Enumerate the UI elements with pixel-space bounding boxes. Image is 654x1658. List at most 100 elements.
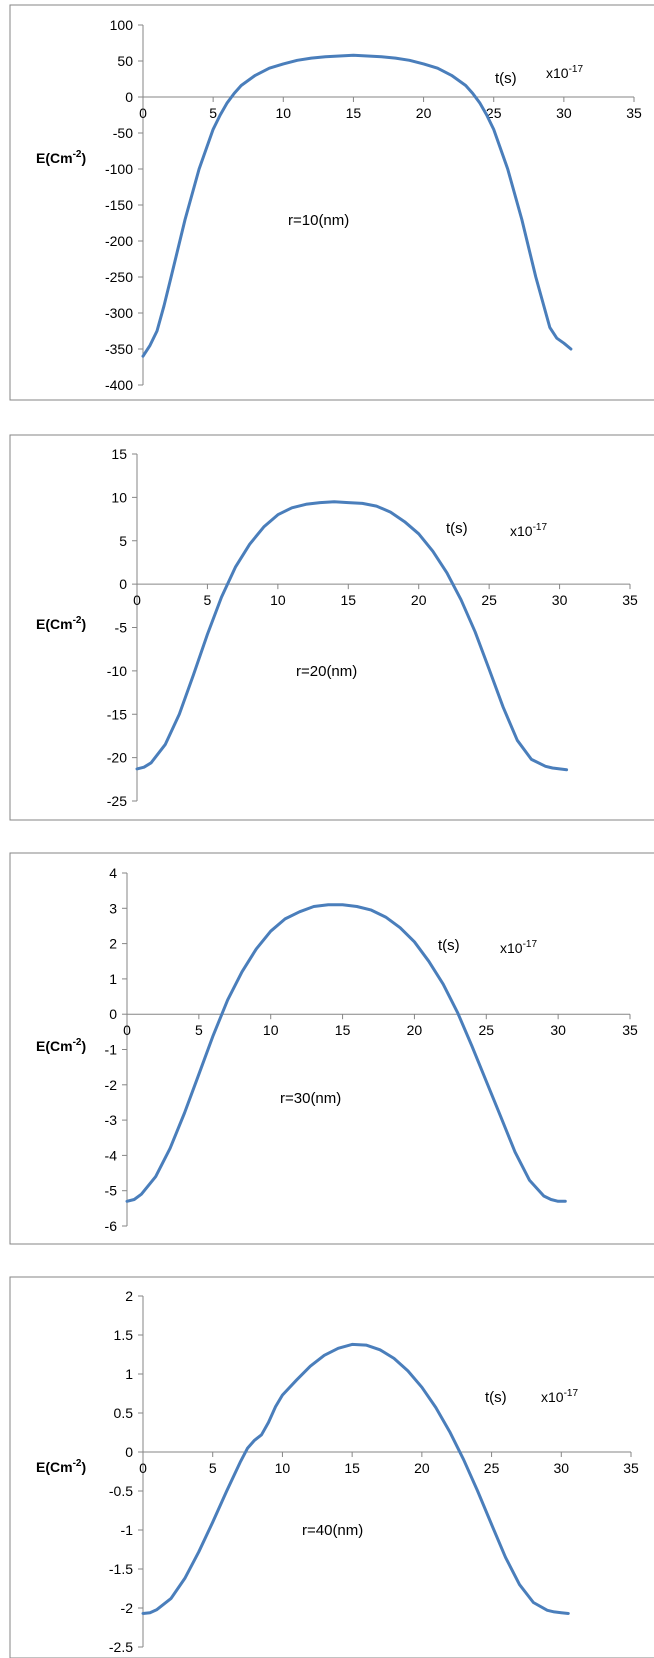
y-tick-label: -2 [105, 1077, 118, 1093]
y-tick-label: -1.5 [109, 1561, 133, 1577]
data-series-line [141, 53, 573, 358]
x-tick-label: 25 [478, 1022, 494, 1038]
data-series-line [125, 903, 567, 1203]
y-tick-label: -200 [105, 233, 133, 249]
y-tick-label: -10 [107, 663, 127, 679]
y-axis-label: E(Cm-2) [36, 1037, 86, 1054]
x-tick-label: 30 [556, 105, 572, 121]
y-tick-label: 5 [119, 533, 127, 549]
x-tick-label: 35 [626, 105, 642, 121]
x-tick-label: 25 [484, 1460, 500, 1476]
x-tick-label: 15 [344, 1460, 360, 1476]
y-tick-label: 100 [110, 17, 134, 33]
y-tick-label: 2 [109, 936, 117, 952]
y-tick-label: -1 [121, 1522, 134, 1538]
x-tick-label: 25 [486, 105, 502, 121]
radius-annotation: r=20(nm) [296, 663, 357, 680]
x-tick-label: 35 [622, 1022, 638, 1038]
y-tick-label: -25 [107, 793, 127, 809]
x-tick-label: 5 [209, 105, 217, 121]
x-axis-label: t(s) [438, 937, 460, 954]
y-tick-label: 10 [111, 489, 127, 505]
x-axis-label: t(s) [446, 520, 468, 537]
x-tick-label: 5 [209, 1460, 217, 1476]
data-series-line [141, 1342, 570, 1615]
x-tick-label: 0 [133, 592, 141, 608]
y-tick-label: 0 [109, 1006, 117, 1022]
x-tick-label: 20 [414, 1460, 430, 1476]
x-scale-label: x10-17 [510, 522, 547, 539]
x-tick-label: 25 [481, 592, 497, 608]
y-axis-label: E(Cm-2) [36, 1458, 86, 1475]
x-tick-label: 10 [275, 105, 291, 121]
y-tick-label: 15 [111, 446, 127, 462]
chart-frame [9, 852, 654, 1245]
y-tick-label: -50 [113, 125, 133, 141]
y-axis-label: E(Cm-2) [36, 149, 86, 166]
y-tick-label: -4 [105, 1147, 118, 1163]
x-scale-label: x10-17 [541, 1388, 578, 1405]
y-tick-label: -0.5 [109, 1483, 133, 1499]
y-tick-label: 0.5 [114, 1405, 134, 1421]
y-tick-label: 1 [109, 971, 117, 987]
x-tick-label: 20 [407, 1022, 423, 1038]
x-tick-label: 5 [204, 592, 212, 608]
x-tick-label: 30 [552, 592, 568, 608]
x-tick-label: 30 [553, 1460, 569, 1476]
x-tick-label: 20 [416, 105, 432, 121]
y-tick-label: -3 [105, 1112, 118, 1128]
radius-annotation: r=10(nm) [288, 212, 349, 229]
x-scale-label: x10-17 [546, 64, 583, 81]
x-tick-label: 15 [335, 1022, 351, 1038]
y-tick-label: -2.5 [109, 1639, 133, 1655]
x-tick-label: 15 [340, 592, 356, 608]
y-tick-label: 0 [119, 576, 127, 592]
radius-annotation: r=40(nm) [302, 1522, 363, 1539]
x-axis-label: t(s) [485, 1389, 507, 1406]
x-tick-label: 10 [263, 1022, 279, 1038]
y-tick-label: -5 [105, 1183, 118, 1199]
y-tick-label: 50 [117, 53, 133, 69]
x-tick-label: 35 [622, 592, 638, 608]
data-series-line [135, 500, 569, 772]
x-tick-label: 0 [123, 1022, 131, 1038]
y-tick-label: -250 [105, 269, 133, 285]
radius-annotation: r=30(nm) [280, 1090, 341, 1107]
y-tick-label: 3 [109, 900, 117, 916]
x-tick-label: 5 [195, 1022, 203, 1038]
y-tick-label: 1.5 [114, 1327, 134, 1343]
x-tick-label: 15 [346, 105, 362, 121]
y-tick-label: 0 [125, 1444, 133, 1460]
x-tick-label: 10 [275, 1460, 291, 1476]
x-tick-label: 0 [139, 105, 147, 121]
x-tick-label: 30 [550, 1022, 566, 1038]
x-tick-label: 0 [139, 1460, 147, 1476]
y-tick-label: -300 [105, 305, 133, 321]
x-tick-label: 35 [623, 1460, 639, 1476]
y-tick-label: -6 [105, 1218, 118, 1234]
y-tick-label: -400 [105, 377, 133, 393]
y-tick-label: -2 [121, 1600, 134, 1616]
y-tick-label: -350 [105, 341, 133, 357]
y-tick-label: 0 [125, 89, 133, 105]
y-tick-label: -150 [105, 197, 133, 213]
y-tick-label: 2 [125, 1288, 133, 1304]
x-tick-label: 20 [411, 592, 427, 608]
y-axis-label: E(Cm-2) [36, 615, 86, 632]
x-axis-label: t(s) [495, 70, 517, 87]
y-tick-label: -100 [105, 161, 133, 177]
chart-2: 15 10 5 0 -5 -10 -15 -20 -25 0 5 10 15 20 25 30 35 E(Cm-2… [9, 434, 654, 821]
y-tick-label: -1 [105, 1042, 118, 1058]
x-tick-label: 10 [270, 592, 286, 608]
y-tick-label: 1 [125, 1366, 133, 1382]
chart-1: 100 50 0 -50 -100 -150 -200 -250 -300 -350 -400 0 5 1… [9, 4, 654, 401]
y-tick-label: -15 [107, 706, 127, 722]
x-scale-label: x10-17 [500, 939, 537, 956]
y-tick-label: -5 [115, 620, 128, 636]
y-tick-label: 4 [109, 865, 117, 881]
chart-4: 2 1.5 1 0.5 0 -0.5 -1 -1.5 -2 -2.5 0 5 10 15 20 25 30 35 E… [9, 1276, 654, 1658]
y-tick-label: -20 [107, 750, 127, 766]
chart-frame [9, 434, 654, 821]
